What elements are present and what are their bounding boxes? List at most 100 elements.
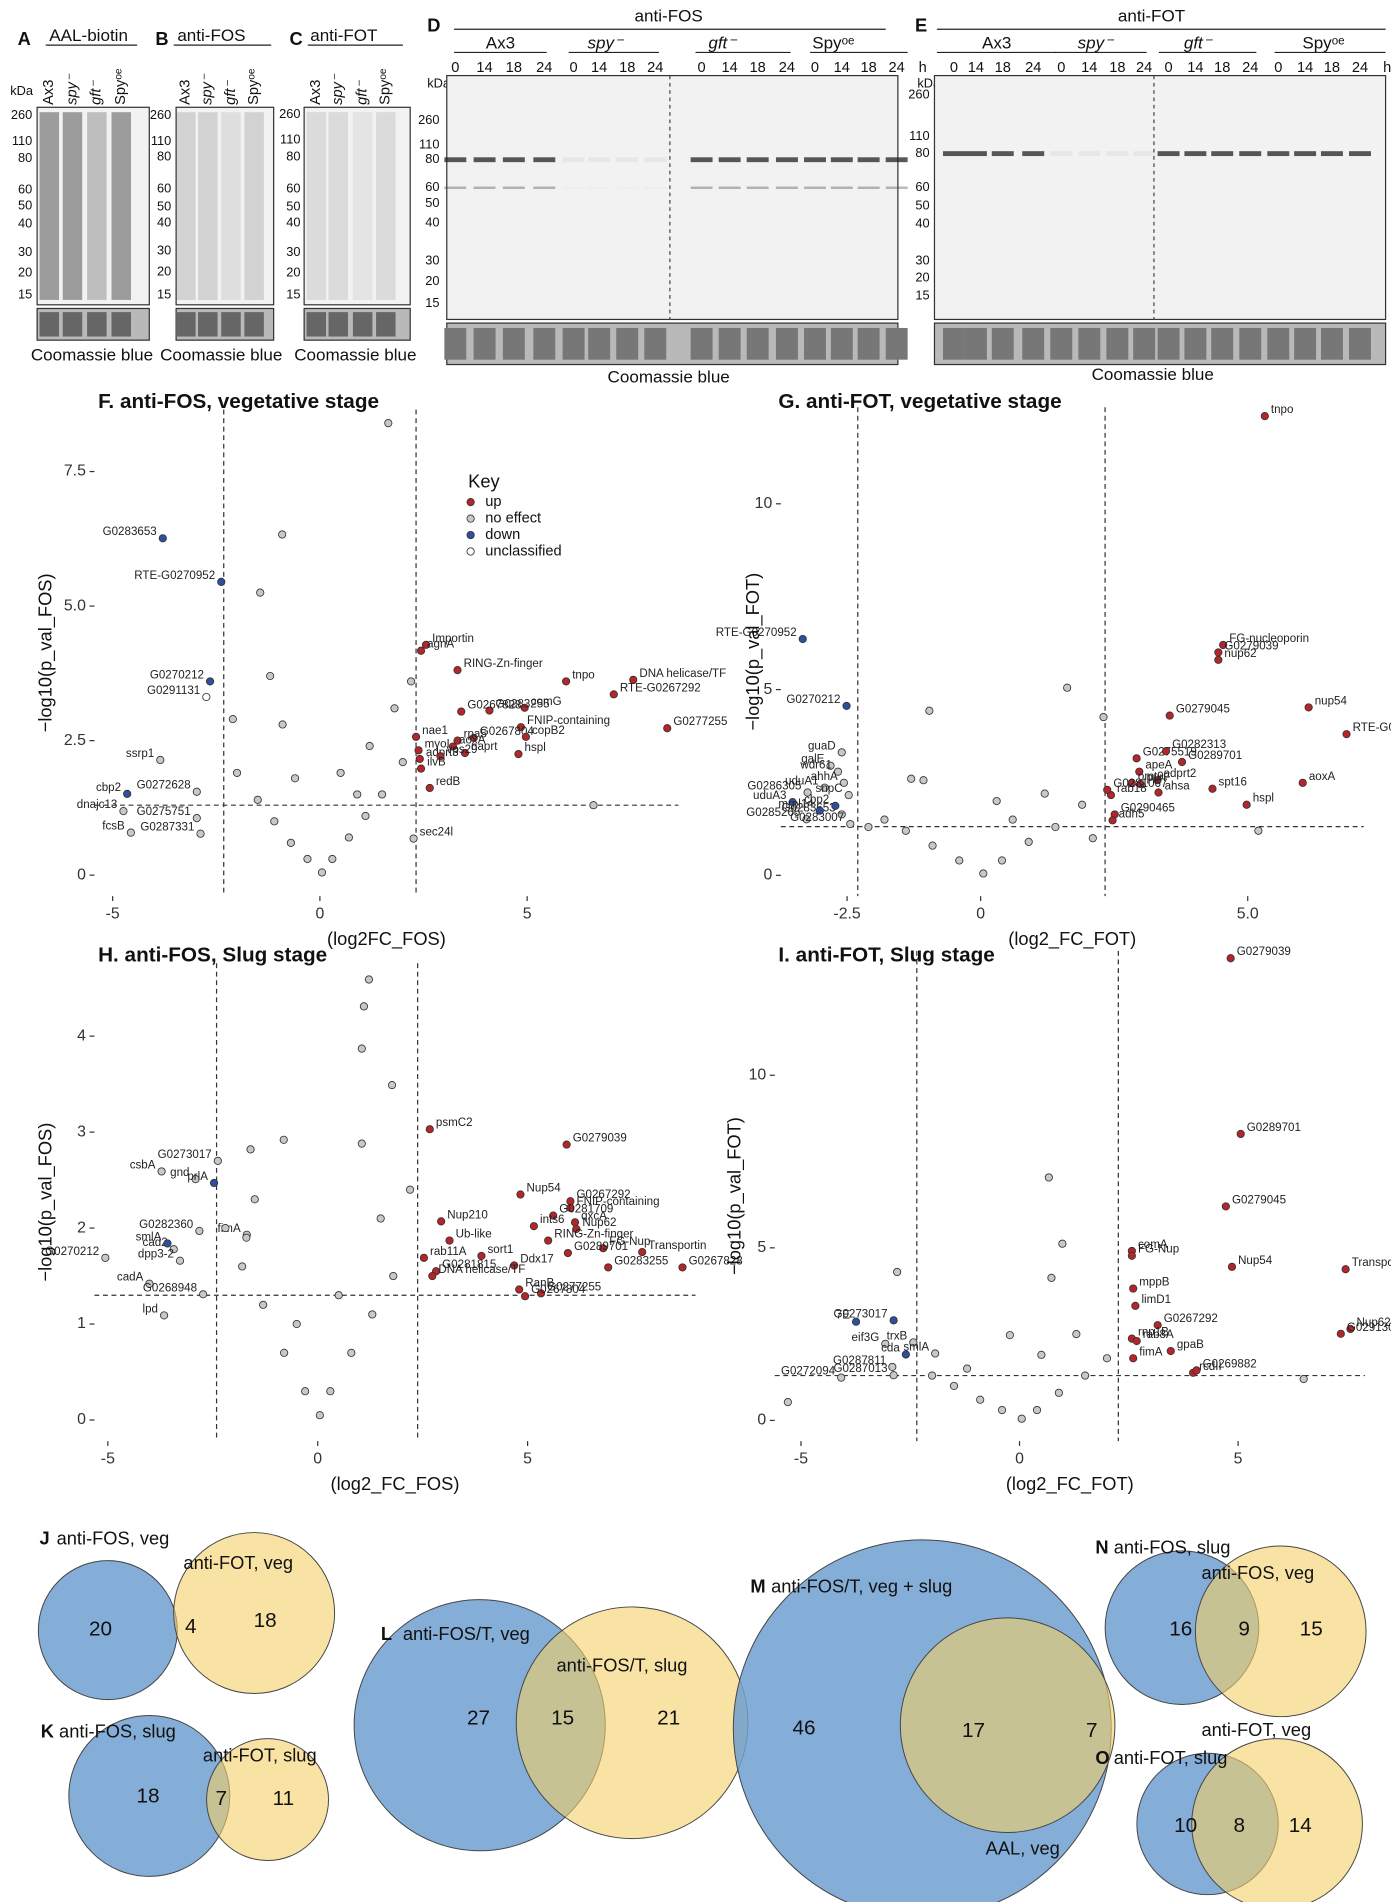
point-label: RTE-G0267292 (1353, 722, 1391, 734)
lane-strip (244, 312, 264, 336)
point-label: hspl (1253, 793, 1274, 805)
point (1178, 758, 1185, 765)
point (562, 678, 569, 685)
point-label: G0289701 (1247, 1122, 1301, 1134)
x-tick-label: -2.5 (833, 906, 860, 923)
point (1222, 1203, 1229, 1210)
point (260, 1301, 267, 1308)
point (385, 419, 392, 426)
lane-smear (40, 112, 60, 300)
blot-title: anti-FOT (1118, 7, 1186, 26)
time-label: 18 (1324, 60, 1340, 76)
legend-label: no effect (485, 510, 541, 526)
band (474, 157, 496, 162)
point (415, 747, 422, 754)
venn-circle (900, 1618, 1115, 1833)
band (1267, 151, 1289, 156)
point-label: G0289701 (1188, 750, 1242, 762)
point (1343, 730, 1350, 737)
band (588, 187, 610, 189)
legend-swatch (467, 548, 474, 555)
lane-strip (221, 312, 241, 336)
band (588, 157, 610, 162)
point-label: ahsa (1165, 780, 1191, 792)
lane-strip (40, 312, 60, 336)
point (377, 1215, 384, 1222)
group-label: Spyᵒᵉ (1302, 33, 1344, 52)
y-tick-label: 7.5 (64, 463, 86, 480)
lane-strip (691, 328, 713, 360)
point (1130, 1285, 1137, 1292)
point (590, 802, 597, 809)
point (1227, 955, 1234, 962)
point-label: dpp3-2 (138, 1249, 174, 1261)
point (517, 1191, 524, 1198)
point (127, 829, 134, 836)
point (203, 693, 210, 700)
point (279, 721, 286, 728)
blot-title: AAL-biotin (49, 26, 128, 45)
point-label: G0289701 (574, 1241, 628, 1253)
caption: Coomassie blue (1092, 365, 1214, 384)
venn-count: 18 (254, 1609, 277, 1632)
marker-label: 50 (18, 197, 32, 212)
point (222, 1224, 229, 1231)
point (327, 1388, 334, 1395)
panel-letter: B (155, 28, 168, 49)
band (747, 187, 769, 189)
band (965, 151, 987, 156)
point-label: cbp2 (96, 782, 121, 794)
band (1294, 151, 1316, 156)
band (831, 187, 853, 189)
marker-label: 15 (425, 295, 439, 310)
point (1255, 827, 1262, 834)
lane-label: Spyᵒᵉ (378, 68, 394, 105)
marker-label: 30 (18, 244, 32, 259)
lane-strip (992, 328, 1014, 360)
marker-label: 260 (150, 107, 171, 122)
point-label: prlA (187, 1171, 208, 1183)
band (776, 157, 798, 162)
point (926, 707, 933, 714)
point-label: nup62 (1224, 648, 1256, 660)
point (280, 1136, 287, 1143)
point (902, 1351, 909, 1358)
point (388, 1081, 395, 1088)
point-label: G0279045 (1232, 1194, 1286, 1206)
point-label: sec24l (420, 827, 453, 839)
group-label: spy⁻ (588, 33, 626, 52)
x-tick-label: -5 (794, 1451, 808, 1468)
panel-letter: C (289, 28, 302, 49)
point (271, 818, 278, 825)
y-tick-label: 4 (77, 1027, 86, 1044)
lane-strip (329, 312, 349, 336)
marker-label: 110 (909, 128, 929, 143)
point-label: RTE-G0270952 (134, 570, 215, 582)
point (410, 835, 417, 842)
band (616, 187, 638, 189)
point-label: fimA (1139, 1346, 1162, 1358)
marker-label: 80 (286, 149, 300, 164)
venn-count: 27 (467, 1707, 490, 1730)
point (293, 1320, 300, 1327)
marker-label: 15 (18, 286, 32, 301)
point (362, 812, 369, 819)
lane-smear (221, 112, 241, 300)
marker-label: 20 (157, 263, 171, 278)
point (605, 1264, 612, 1271)
point (318, 869, 325, 876)
blot-title: anti-FOS (635, 7, 703, 26)
lane-strip (831, 328, 853, 360)
legend-swatch (467, 531, 474, 538)
y-tick-label: 5.0 (64, 597, 86, 614)
point (193, 814, 200, 821)
marker-label: 60 (18, 182, 32, 197)
lane-strip (1184, 328, 1206, 360)
point (928, 1372, 935, 1379)
point (257, 589, 264, 596)
set-label: anti-FOT, veg (183, 1552, 293, 1573)
point (426, 784, 433, 791)
lane-smear (198, 112, 218, 300)
legend-title: Key (468, 470, 500, 491)
marker-label: 80 (915, 145, 929, 160)
